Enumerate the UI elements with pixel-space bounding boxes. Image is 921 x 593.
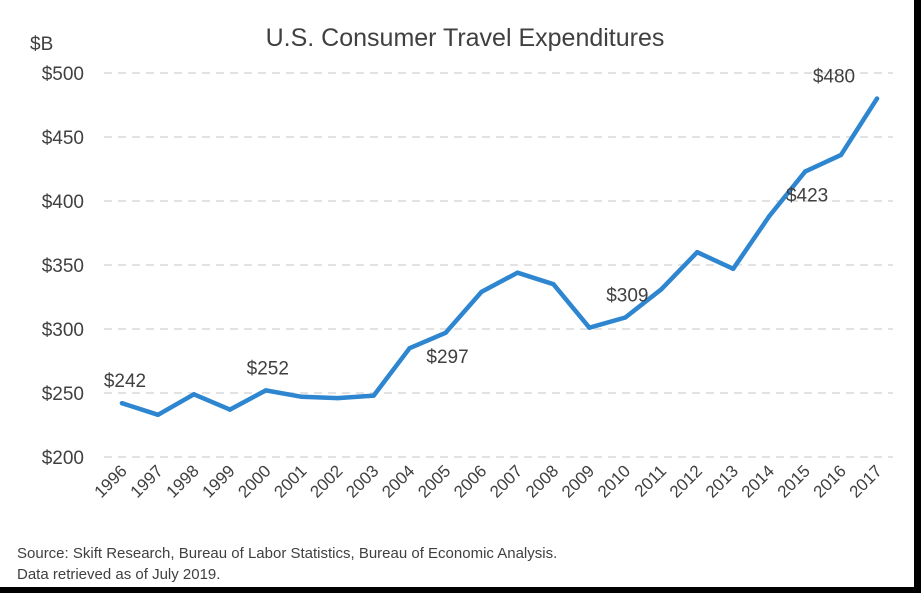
y-axis-ticks: $200 $250 $300 $350 $400 $450 $500 [42,64,84,469]
y-tick-label: $500 [42,64,84,85]
source-line-2: Data retrieved as of July 2019. [17,566,221,583]
x-tick-label: 2004 [378,461,418,501]
x-axis-ticks: 1996199719981999200020012002200320042005… [91,461,886,501]
series-line [119,96,880,418]
x-tick-label: 2008 [522,461,562,501]
x-tick-label: 2012 [666,461,706,501]
source-note: Source: Skift Research, Bureau of Labor … [17,543,557,585]
data-point [587,325,592,330]
source-line-1: Source: Skift Research, Bureau of Labor … [17,545,558,562]
series-layer [119,96,880,418]
data-point [659,287,664,292]
data-point [802,169,808,174]
data-labels: $242 $252 $297 $309 $423 $480 [104,67,855,393]
data-point [119,401,125,406]
data-label: $297 [426,347,468,368]
x-tick-label: 2002 [306,461,346,501]
data-label: $309 [606,285,648,306]
data-point [623,315,628,320]
x-tick-label: 2011 [631,461,670,500]
x-tick-label: 2001 [270,461,310,501]
x-tick-label: 2005 [414,461,454,501]
gridlines [104,72,893,458]
data-label: $242 [104,371,146,392]
x-tick-label: 2010 [594,461,634,501]
x-tick-label: 2000 [234,461,274,501]
data-point [838,152,844,158]
data-point [407,346,412,351]
x-tick-label: 2007 [486,461,526,501]
chart-title: U.S. Consumer Travel Expenditures [265,24,665,52]
data-point [299,394,304,400]
x-tick-label: 1997 [127,461,167,501]
data-point [191,392,197,397]
data-point [371,393,376,398]
y-tick-label: $450 [42,128,84,149]
data-point [766,214,772,219]
x-tick-label: 2009 [558,461,598,501]
data-label: $252 [247,358,289,379]
data-point [155,412,161,417]
data-point [730,266,736,272]
data-point [695,250,700,255]
x-tick-label: 2013 [702,461,742,501]
data-point [479,289,484,295]
data-label: $480 [813,67,855,88]
y-tick-label: $250 [42,384,84,405]
x-tick-label: 2014 [738,461,778,501]
y-tick-label: $300 [42,320,84,341]
y-tick-label: $200 [42,448,84,469]
data-point [874,96,880,101]
x-tick-label: 2006 [450,461,490,501]
y-tick-label: $350 [42,256,84,277]
data-point [227,407,233,412]
data-point [551,282,556,287]
x-tick-label: 1999 [199,461,239,501]
data-label: $423 [786,186,828,207]
x-tick-label: 1996 [91,461,131,501]
y-axis-unit-label: $B [30,34,54,55]
x-tick-label: 2015 [774,461,814,501]
data-point [335,395,340,401]
x-tick-label: 2017 [846,461,886,501]
x-tick-label: 2003 [342,461,382,501]
x-tick-label: 1998 [163,461,203,501]
data-point [515,270,520,275]
data-point [443,330,448,336]
y-tick-label: $400 [42,192,84,213]
x-tick-label: 2016 [810,461,850,501]
data-point [263,388,269,393]
